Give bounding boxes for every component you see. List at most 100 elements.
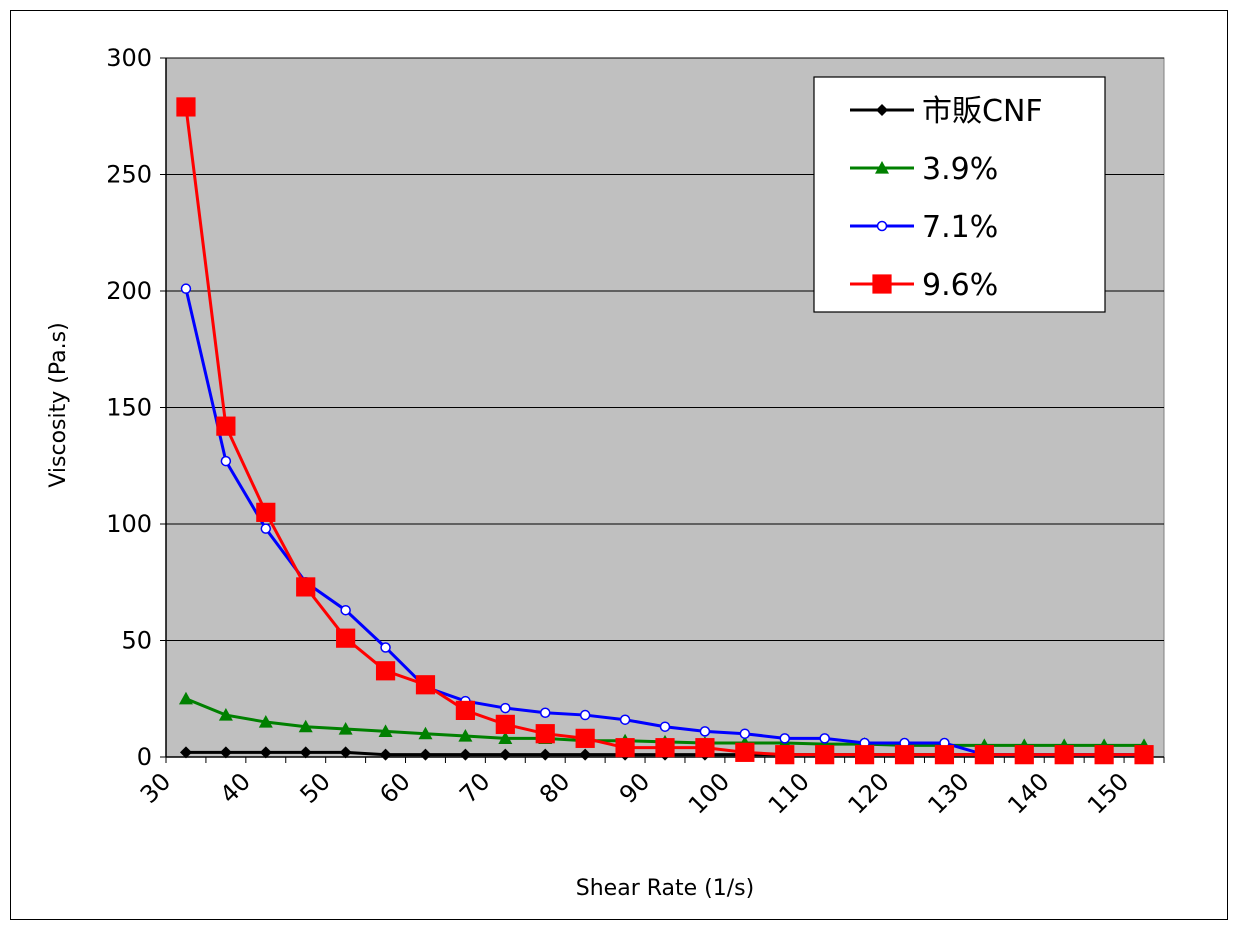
data-point — [819, 733, 830, 744]
data-point — [872, 274, 892, 294]
data-point — [1094, 745, 1114, 765]
data-point — [296, 577, 316, 597]
data-point — [699, 726, 711, 737]
y-tick-label: 250 — [106, 161, 152, 189]
x-tick-label: 50 — [295, 767, 336, 808]
data-point — [695, 738, 715, 758]
data-point — [1134, 745, 1154, 765]
data-point — [619, 714, 631, 725]
data-point — [419, 748, 432, 761]
data-point — [336, 628, 356, 648]
data-point — [539, 748, 552, 761]
data-point — [615, 738, 635, 758]
x-tick-label: 60 — [374, 767, 415, 808]
data-point — [258, 715, 273, 728]
data-point — [1054, 745, 1074, 765]
x-axis-ticks: 30 40 50 60 70 80 90 100 110 120 130 140 150 — [135, 757, 1165, 820]
data-point — [579, 748, 592, 761]
series-9.6% — [176, 97, 1154, 765]
data-point — [339, 746, 352, 759]
data-point — [659, 721, 671, 732]
data-point — [1014, 745, 1034, 765]
legend: 市販CNF 3.9% 7.1% 9.6% — [813, 76, 1106, 313]
data-point — [378, 724, 393, 737]
x-tick-label: 120 — [843, 767, 895, 819]
legend-item: 3.9% — [850, 152, 998, 187]
series-layer — [176, 97, 1154, 765]
data-point — [380, 642, 391, 653]
data-point — [299, 746, 312, 759]
x-tick-label: 110 — [763, 767, 815, 819]
data-point — [338, 722, 353, 735]
data-point — [340, 604, 351, 616]
data-point — [415, 675, 436, 695]
data-point — [894, 745, 915, 765]
data-point — [256, 502, 276, 522]
data-point — [259, 746, 272, 759]
legend-label: 9.6% — [922, 268, 998, 303]
data-point — [855, 745, 875, 765]
data-point — [499, 748, 512, 761]
x-tick-label: 150 — [1082, 767, 1134, 819]
legend-item: 9.6% — [850, 268, 998, 303]
data-point — [735, 742, 755, 762]
legend-label: 7.1% — [922, 210, 998, 245]
data-point — [218, 708, 233, 721]
data-point — [739, 728, 751, 739]
data-point — [579, 709, 591, 721]
data-point — [775, 745, 795, 765]
x-tick-label: 40 — [215, 767, 256, 808]
data-point — [934, 745, 955, 765]
data-point — [180, 283, 192, 294]
legend-label: 市販CNF — [922, 94, 1043, 129]
y-tick-label: 100 — [106, 510, 152, 538]
legend-item: 7.1% — [850, 210, 998, 245]
y-axis-title: Viscosity (Pa.s) — [46, 322, 71, 487]
data-point — [176, 97, 196, 117]
data-point — [655, 738, 675, 758]
x-tick-label: 80 — [534, 767, 575, 808]
x-tick-label: 100 — [683, 767, 735, 819]
data-point — [379, 748, 392, 761]
data-point — [500, 702, 511, 714]
data-point — [458, 729, 473, 742]
legend-item: 市販CNF — [850, 94, 1043, 129]
x-tick-label: 130 — [922, 767, 974, 819]
x-tick-label: 90 — [614, 767, 655, 808]
data-point — [535, 724, 555, 744]
data-point — [178, 691, 193, 705]
x-tick-label: 70 — [454, 767, 495, 808]
data-point — [539, 707, 551, 718]
data-point — [495, 714, 515, 734]
y-tick-label: 50 — [121, 627, 152, 655]
data-point — [876, 104, 888, 116]
legend-box — [813, 76, 1106, 313]
x-axis-title: Shear Rate (1/s) — [576, 876, 754, 901]
data-point — [779, 733, 791, 744]
data-point — [260, 523, 272, 534]
y-tick-label: 300 — [106, 44, 152, 72]
y-tick-label: 0 — [137, 743, 152, 771]
data-point — [575, 728, 595, 748]
data-point — [974, 745, 994, 765]
data-point — [455, 700, 475, 720]
x-tick-label: 30 — [135, 767, 176, 808]
data-point — [179, 746, 192, 759]
data-point — [375, 661, 396, 681]
data-point — [498, 731, 513, 744]
data-point — [220, 455, 232, 467]
legend-label: 3.9% — [922, 152, 998, 187]
data-point — [815, 745, 835, 765]
x-tick-label: 140 — [1002, 767, 1054, 819]
data-point — [216, 416, 236, 436]
data-point — [875, 161, 889, 174]
y-axis-ticks: 0 50 100 150 200 250 300 — [106, 44, 166, 771]
y-tick-label: 200 — [106, 277, 152, 305]
data-point — [876, 220, 888, 232]
data-point — [298, 719, 313, 733]
data-point — [219, 746, 232, 759]
data-point — [459, 748, 472, 761]
y-tick-label: 150 — [106, 394, 152, 422]
data-point — [418, 726, 433, 740]
